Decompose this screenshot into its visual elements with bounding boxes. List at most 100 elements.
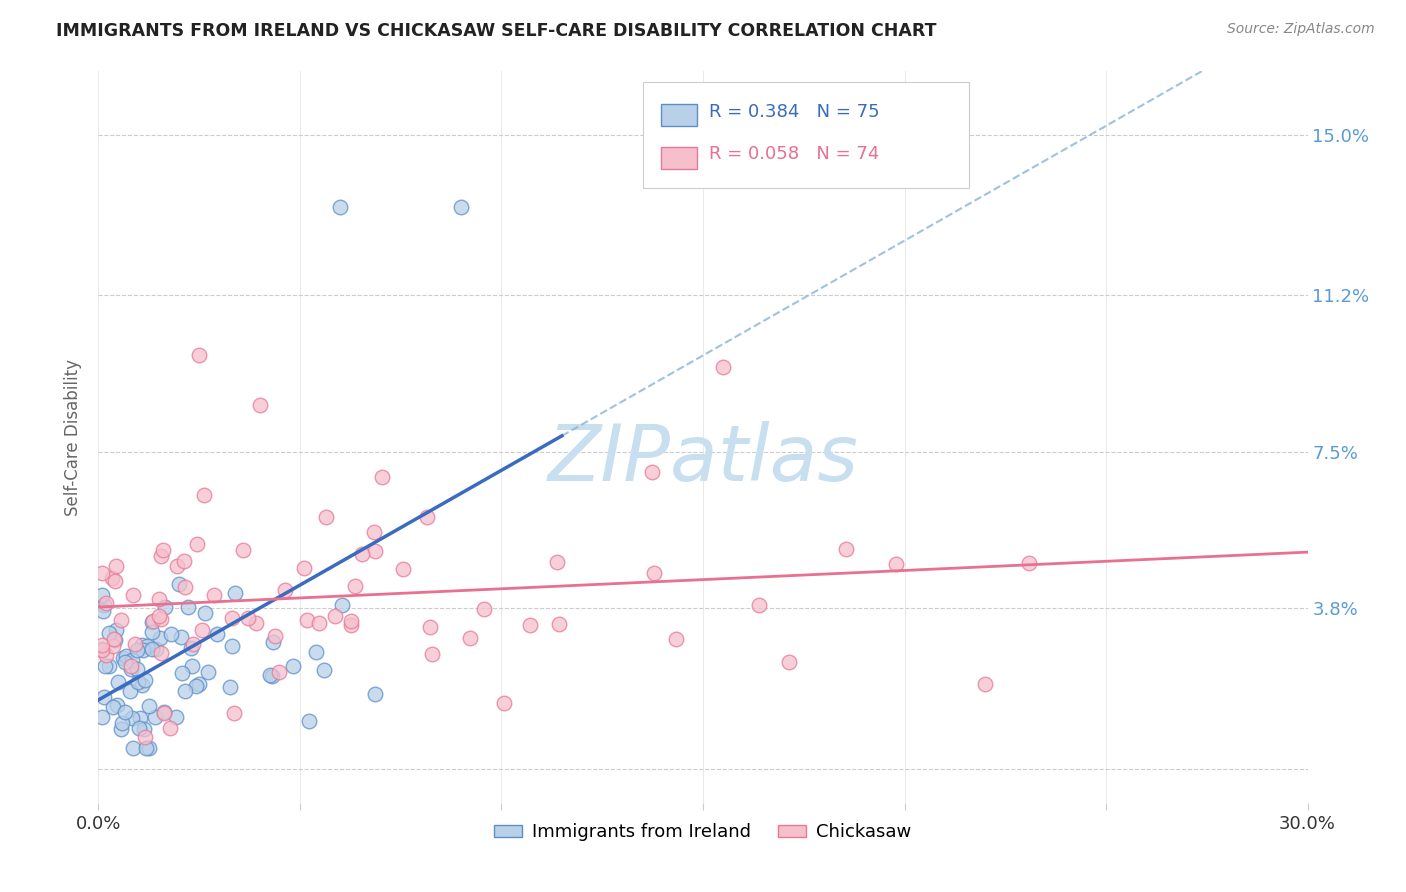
- Point: [262, 635, 284, 649]
- Point: [127, 674, 149, 689]
- Point: [344, 579, 367, 593]
- Point: [340, 618, 363, 632]
- Point: [371, 470, 394, 484]
- Point: [711, 360, 734, 375]
- Point: [450, 200, 472, 214]
- Point: [153, 599, 176, 614]
- Point: [177, 599, 200, 614]
- Point: [138, 698, 160, 713]
- Point: [118, 684, 141, 698]
- Point: [145, 642, 167, 657]
- Point: [141, 625, 163, 640]
- FancyBboxPatch shape: [661, 104, 697, 127]
- Point: [340, 615, 363, 629]
- Text: ZIPatlas: ZIPatlas: [547, 421, 859, 497]
- Point: [245, 616, 267, 631]
- Text: R = 0.058   N = 74: R = 0.058 N = 74: [709, 145, 879, 163]
- Point: [1018, 556, 1040, 570]
- Point: [104, 633, 127, 648]
- Point: [93, 690, 115, 704]
- Point: [91, 643, 114, 657]
- Point: [149, 612, 172, 626]
- Point: [134, 673, 156, 687]
- Point: [259, 668, 281, 682]
- Point: [519, 618, 541, 632]
- Point: [170, 665, 193, 680]
- Point: [267, 665, 290, 679]
- Point: [191, 623, 214, 637]
- Point: [219, 680, 242, 694]
- Point: [350, 547, 373, 561]
- Point: [835, 542, 858, 557]
- Text: R = 0.384   N = 75: R = 0.384 N = 75: [709, 103, 880, 120]
- Point: [120, 658, 142, 673]
- Point: [194, 606, 217, 620]
- Point: [364, 688, 387, 702]
- Point: [91, 641, 114, 656]
- Point: [165, 710, 187, 724]
- Point: [93, 598, 115, 612]
- Point: [114, 655, 136, 669]
- Point: [188, 677, 211, 691]
- Point: [546, 555, 568, 569]
- Point: [131, 638, 153, 652]
- Point: [472, 602, 495, 616]
- Point: [232, 543, 254, 558]
- Point: [125, 662, 148, 676]
- Point: [104, 559, 127, 574]
- Point: [458, 632, 481, 646]
- Point: [295, 613, 318, 627]
- Point: [104, 574, 127, 588]
- Point: [149, 646, 172, 660]
- Point: [548, 616, 571, 631]
- Point: [180, 640, 202, 655]
- Point: [420, 647, 443, 661]
- Point: [160, 627, 183, 641]
- Point: [107, 698, 129, 712]
- Point: [138, 740, 160, 755]
- Point: [363, 525, 385, 540]
- Point: [96, 596, 118, 610]
- Point: [494, 696, 516, 710]
- Point: [308, 616, 330, 631]
- Point: [974, 677, 997, 691]
- Point: [221, 611, 243, 625]
- Point: [329, 200, 352, 214]
- Point: [415, 510, 437, 524]
- FancyBboxPatch shape: [643, 82, 969, 188]
- Point: [221, 639, 243, 653]
- Point: [391, 562, 413, 576]
- Point: [181, 637, 204, 651]
- Point: [330, 598, 353, 612]
- Point: [127, 643, 149, 657]
- Point: [323, 608, 346, 623]
- Point: [94, 648, 117, 662]
- Point: [131, 678, 153, 692]
- Point: [159, 722, 181, 736]
- Point: [166, 558, 188, 573]
- Point: [136, 639, 159, 653]
- Point: [97, 625, 120, 640]
- Point: [153, 706, 176, 720]
- Point: [150, 549, 173, 563]
- Point: [93, 603, 115, 617]
- Point: [103, 632, 125, 646]
- Point: [170, 630, 193, 644]
- Y-axis label: Self-Care Disability: Self-Care Disability: [65, 359, 83, 516]
- Point: [91, 588, 114, 602]
- Point: [141, 615, 163, 629]
- Point: [97, 659, 120, 673]
- Point: [122, 740, 145, 755]
- Point: [110, 613, 132, 627]
- Point: [91, 566, 114, 580]
- Point: [315, 510, 337, 524]
- Point: [173, 683, 195, 698]
- Point: [274, 583, 297, 598]
- Point: [202, 588, 225, 602]
- Point: [141, 641, 163, 656]
- Point: [224, 586, 246, 600]
- Point: [665, 632, 688, 646]
- Point: [174, 580, 197, 594]
- Point: [129, 711, 152, 725]
- Point: [363, 544, 385, 558]
